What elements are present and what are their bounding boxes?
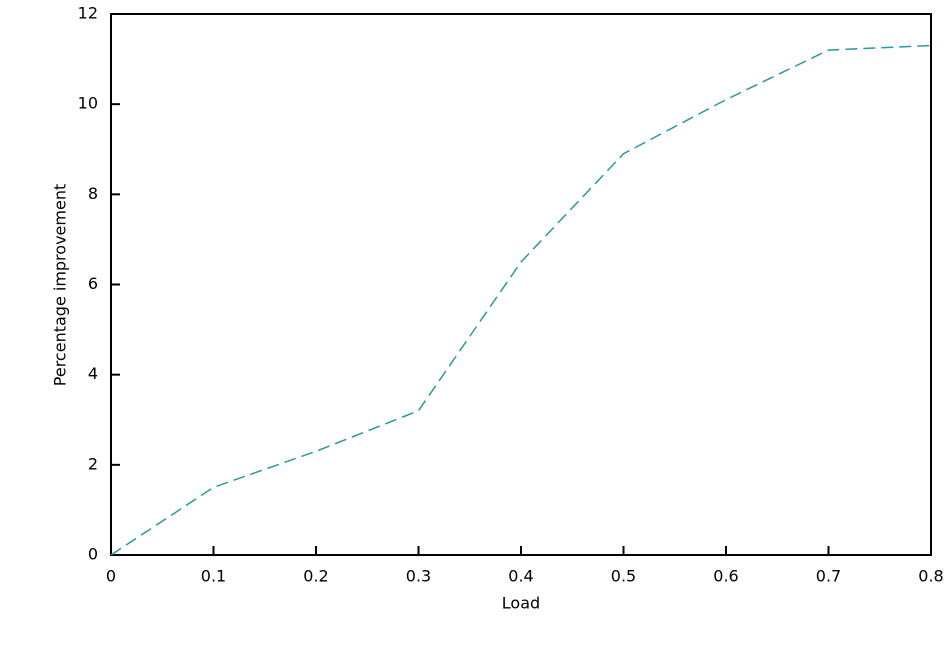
y-tick-label: 2 xyxy=(88,454,98,473)
x-tick-label: 0.3 xyxy=(406,567,431,586)
x-tick-label: 0.6 xyxy=(713,567,738,586)
x-tick-label: 0.8 xyxy=(918,567,943,586)
x-tick-label: 0.4 xyxy=(508,567,533,586)
plot-frame xyxy=(110,13,932,556)
x-axis-label: Load xyxy=(502,594,540,613)
x-tick-label: 0.2 xyxy=(303,567,328,586)
y-axis-label: Percentage improvement xyxy=(51,184,70,386)
x-tick-label: 0.1 xyxy=(201,567,226,586)
y-tick-label: 4 xyxy=(88,364,98,383)
x-tick-label: 0.7 xyxy=(816,567,841,586)
data-line xyxy=(110,44,932,556)
x-tick-label: 0.5 xyxy=(611,567,636,586)
y-tick-label: 0 xyxy=(88,545,98,564)
y-tick-label: 8 xyxy=(88,184,98,203)
y-tick-label: 10 xyxy=(78,94,98,113)
y-tick-label: 12 xyxy=(78,4,98,23)
x-tick-label: 0 xyxy=(106,567,116,586)
y-tick-label: 6 xyxy=(88,274,98,293)
